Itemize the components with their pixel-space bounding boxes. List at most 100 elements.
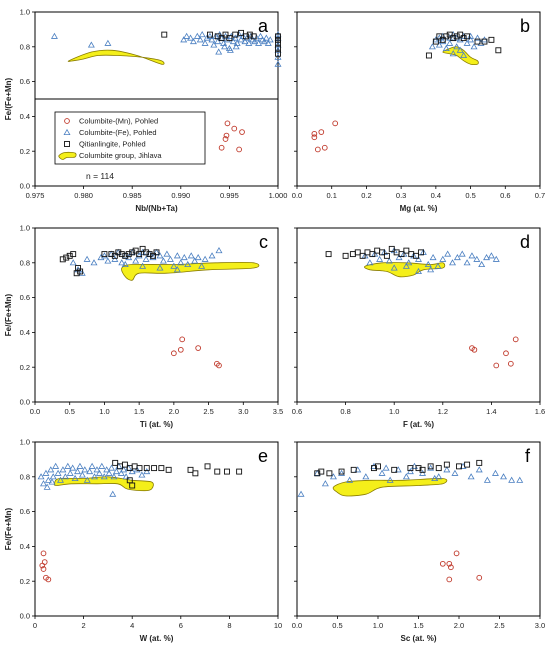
panel-c: 0.0 0.5 1.0 1.5 2.0 2.5 3.0 3.5 0.0 0.2 0.4 0.6 0.8 1… (4, 224, 283, 429)
point-qit (388, 245, 395, 252)
point-qit (453, 33, 460, 40)
point-qit (214, 468, 221, 475)
y-tick-label: 0.8 (20, 472, 30, 481)
point-fe (71, 474, 79, 482)
x-tick-label: 2.0 (454, 621, 464, 630)
point-qit (398, 251, 405, 258)
point-mn (224, 120, 231, 127)
point-fe (83, 476, 91, 483)
point-mn (476, 574, 483, 581)
point-fe (203, 34, 211, 41)
x-tick-label: 0.995 (220, 191, 239, 200)
point-fe (98, 462, 106, 469)
point-mn (39, 562, 46, 569)
point-qit (238, 29, 245, 36)
y-tick-label: 1.0 (20, 8, 30, 17)
plot-frame (296, 11, 541, 187)
point-qit (108, 251, 115, 258)
point-mn (493, 362, 500, 369)
point-qit (214, 33, 221, 40)
point-fe (76, 462, 84, 469)
panel-b: 0.0 0.1 0.2 0.3 0.4 0.5 0.6 0.7 Mg (at. %) b (292, 11, 545, 213)
point-fe (390, 264, 398, 271)
y-tick-label: 0.2 (20, 147, 30, 156)
point-qit (218, 35, 225, 42)
point-fe (444, 250, 452, 257)
y-tick-label: 0.6 (20, 507, 30, 516)
point-fe (88, 462, 96, 469)
jihlava-field (121, 261, 260, 281)
point-qit (275, 33, 281, 40)
x-tick-label: 0 (33, 621, 37, 630)
panel-letter: b (520, 16, 530, 36)
point-fe (74, 467, 82, 475)
legend-symbol-qit (64, 141, 70, 147)
point-fe (187, 34, 195, 41)
point-fe (187, 252, 195, 259)
point-qit (224, 468, 230, 475)
point-fe (37, 473, 45, 480)
point-mn (231, 125, 238, 132)
point-qit (460, 35, 467, 42)
point-qit (222, 31, 229, 38)
x-tick-label: 1.0 (99, 407, 109, 416)
point-qit (464, 461, 471, 468)
point-fe (483, 253, 491, 261)
point-fe (338, 469, 346, 476)
point-fe (166, 255, 174, 262)
point-qit (151, 465, 158, 472)
point-fe (262, 34, 270, 41)
point-fe (196, 36, 204, 43)
point-fe (435, 473, 443, 480)
point-mn (314, 146, 321, 153)
point-fe (93, 466, 101, 473)
x-tick-label: 2.5 (203, 407, 213, 416)
point-fe (446, 39, 454, 46)
point-qit (391, 466, 398, 473)
point-fe (128, 467, 136, 475)
point-fe (208, 36, 216, 43)
point-mn (471, 346, 478, 353)
point-qit (129, 249, 136, 256)
x-tick-label: 1.5 (134, 407, 144, 416)
point-fe (142, 255, 150, 262)
point-fe (193, 32, 201, 39)
point-qit (427, 463, 434, 470)
point-fe (59, 466, 67, 473)
point-qit (139, 245, 146, 252)
point-fe (237, 36, 245, 43)
x-tick-label: 0.8 (340, 407, 350, 416)
point-fe (473, 255, 481, 262)
plot-frame (296, 441, 541, 617)
x-tick-label: 4 (130, 621, 134, 630)
x-tick-label: 0.6 (500, 191, 510, 200)
panel-letter: c (259, 232, 268, 252)
point-qit (118, 251, 125, 258)
y-tick-label: 0.0 (20, 398, 30, 407)
x-tick-label: 6 (179, 621, 183, 630)
point-mn (332, 120, 339, 127)
x-tick-label: 0.0 (30, 407, 40, 416)
point-qit (122, 252, 129, 259)
point-qit (59, 256, 66, 263)
point-fe (321, 480, 329, 487)
point-fe (105, 469, 113, 476)
y-tick-label: 0.8 (20, 42, 30, 51)
point-fe (463, 39, 471, 46)
panel-letter: e (258, 446, 268, 466)
y-axis-title: Fe/(Fe+Mn) (4, 293, 13, 336)
point-fe (428, 43, 436, 50)
point-fe (231, 34, 239, 41)
point-fe (478, 260, 486, 268)
y-tick-label: 0.0 (20, 182, 30, 191)
x-tick-label: 0.5 (465, 191, 475, 200)
point-qit (143, 249, 150, 256)
point-fe (78, 269, 86, 276)
x-tick-label: 1.4 (486, 407, 496, 416)
point-fe (429, 253, 437, 261)
point-fe (402, 473, 410, 480)
y-tick-label: 1.0 (20, 438, 30, 447)
point-fe (120, 466, 128, 473)
point-fe (467, 36, 475, 43)
point-fe (266, 36, 274, 43)
